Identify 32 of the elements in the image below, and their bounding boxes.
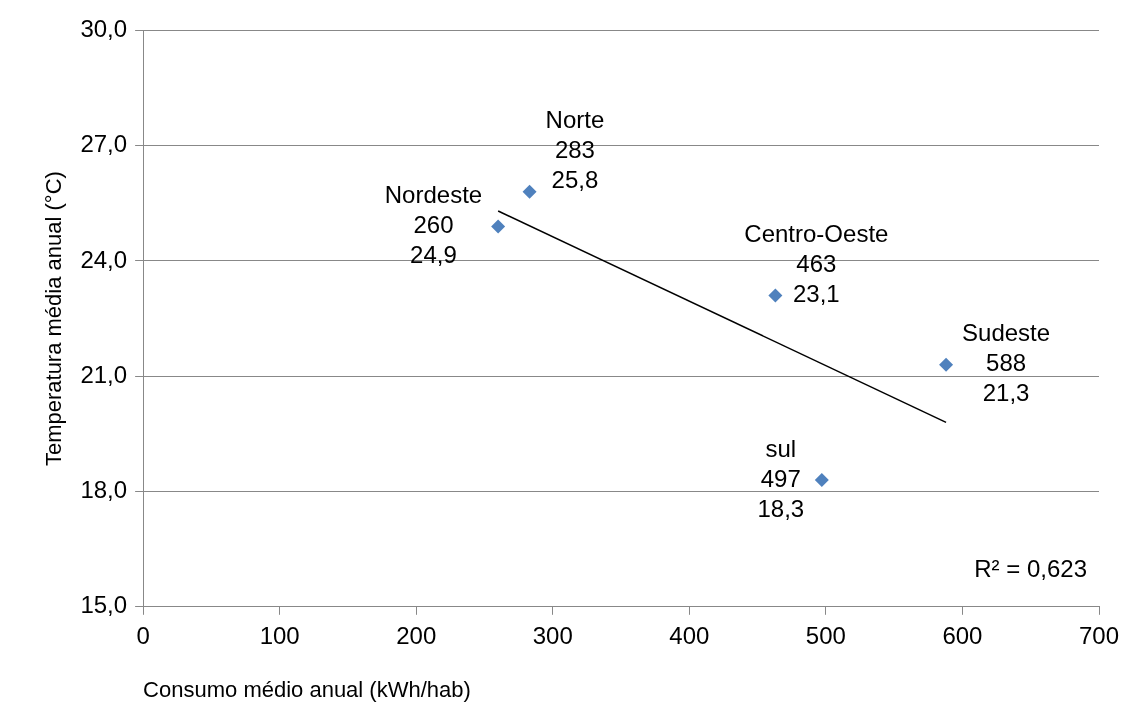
point (522, 184, 537, 199)
annotation: Centro-Oeste (744, 220, 889, 248)
x-tick-label: 200 (396, 621, 437, 649)
x-tick-label: 300 (532, 621, 573, 649)
annotation: Nordeste (384, 181, 483, 208)
x-tick-label: 500 (805, 621, 846, 649)
x-tick-label: 100 (259, 621, 300, 649)
y-tick-label: 30,0 (80, 15, 128, 43)
x-axis-title: Consumo médio anual (kWh/hab) (143, 676, 471, 702)
x-tick-label: 400 (669, 621, 710, 649)
y-tick-label: 18,0 (80, 476, 128, 504)
y-tick-label: 24,0 (80, 245, 128, 273)
data-label: 497 18,3 (757, 464, 805, 522)
point (814, 472, 829, 487)
point (768, 288, 783, 303)
y-tick-label: 15,0 (80, 591, 128, 619)
annotation: Norte (545, 106, 605, 134)
y-tick-label: 21,0 (80, 360, 128, 388)
annotation: R² = 0,623 (974, 555, 1087, 583)
x-tick-label: 0 (136, 621, 150, 649)
data-label: 260 24,9 (410, 211, 457, 268)
data-label: 283 25,8 (551, 136, 599, 194)
data-label: 588 21,3 (982, 349, 1030, 407)
y-axis-title: Temperatura média anual (°C) (41, 171, 67, 467)
point (491, 219, 506, 234)
point (939, 357, 954, 372)
x-tick-label: 600 (942, 621, 983, 649)
x-tick-label: 700 (1078, 621, 1120, 649)
y-tick-label: 27,0 (80, 130, 128, 158)
annotation: Sudeste (962, 319, 1051, 347)
annotation: sul (765, 434, 797, 462)
data-label: 463 23,1 (793, 250, 840, 308)
